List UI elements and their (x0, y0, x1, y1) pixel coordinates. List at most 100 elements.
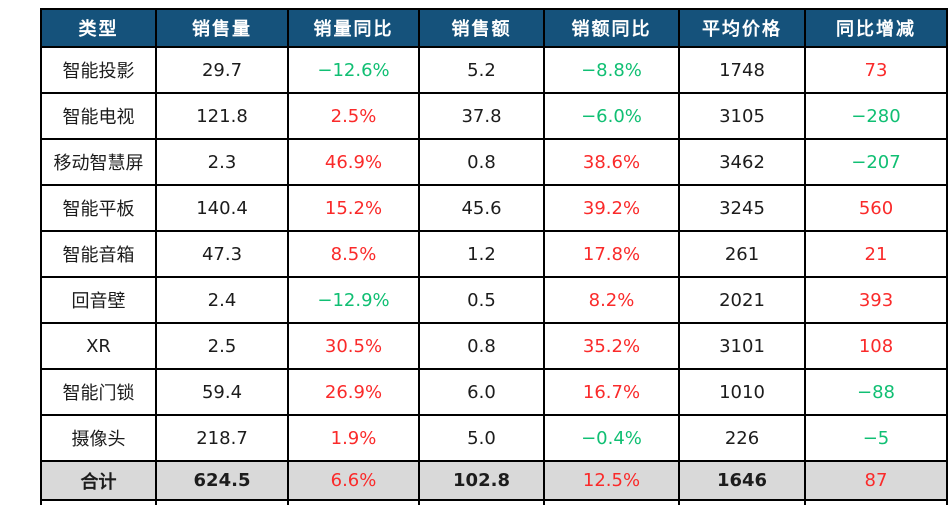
cell-avg-price: 1010 (678, 368, 806, 416)
cell-sales-amount: 45.6 (418, 184, 545, 232)
cell-amount-yoy: 35.2% (543, 322, 680, 370)
cell-yoy-change: 393 (804, 276, 948, 324)
cell-volume-yoy: 15.2% (287, 184, 420, 232)
cell-sales-volume: 624.5 (155, 460, 289, 501)
cell-volume-yoy: 1.9% (287, 414, 420, 462)
table-row: 智能门锁 59.4 26.9% 6.0 16.7% 1010 −88 (40, 368, 948, 416)
cell-yoy-change: 87 (804, 460, 948, 501)
cell-volume-yoy: 6.6% (287, 460, 420, 501)
cell-amount-yoy: −8.8% (543, 46, 680, 94)
cell-type: 智能电视 (40, 92, 157, 140)
table-row: 智能音箱 47.3 8.5% 1.2 17.8% 261 21 (40, 230, 948, 278)
header-row: 类型 销售量 销量同比 销售额 销额同比 平均价格 同比增减 (40, 8, 948, 48)
cell-type: 智能投影 (40, 46, 157, 94)
cell-amount-yoy: −0.4% (543, 414, 680, 462)
cell-yoy-change: 108 (804, 322, 948, 370)
empty-cell (678, 499, 806, 505)
cell-yoy-change: 21 (804, 230, 948, 278)
cell-sales-amount: 37.8 (418, 92, 545, 140)
cell-avg-price: 226 (678, 414, 806, 462)
total-row: 合计 624.5 6.6% 102.8 12.5% 1646 87 (40, 460, 948, 501)
cell-type: 合计 (40, 460, 157, 501)
cell-avg-price: 1646 (678, 460, 806, 501)
cell-type: 智能音箱 (40, 230, 157, 278)
column-header-sales-volume: 销售量 (155, 8, 289, 48)
column-header-type: 类型 (40, 8, 157, 48)
clipped-row (40, 499, 948, 505)
cell-avg-price: 1748 (678, 46, 806, 94)
cell-amount-yoy: 38.6% (543, 138, 680, 186)
cell-sales-amount: 5.0 (418, 414, 545, 462)
cell-sales-amount: 0.8 (418, 322, 545, 370)
cell-sales-volume: 2.5 (155, 322, 289, 370)
table-row: XR 2.5 30.5% 0.8 35.2% 3101 108 (40, 322, 948, 370)
cell-type: 智能平板 (40, 184, 157, 232)
cell-volume-yoy: 46.9% (287, 138, 420, 186)
cell-sales-amount: 5.2 (418, 46, 545, 94)
cell-sales-amount: 0.8 (418, 138, 545, 186)
table-row: 智能投影 29.7 −12.6% 5.2 −8.8% 1748 73 (40, 46, 948, 94)
column-header-avg-price: 平均价格 (678, 8, 806, 48)
cell-sales-volume: 2.3 (155, 138, 289, 186)
cell-avg-price: 3245 (678, 184, 806, 232)
cell-amount-yoy: 8.2% (543, 276, 680, 324)
empty-cell (543, 499, 680, 505)
empty-cell (418, 499, 545, 505)
cell-yoy-change: 560 (804, 184, 948, 232)
column-header-yoy-change: 同比增减 (804, 8, 948, 48)
cell-yoy-change: 73 (804, 46, 948, 94)
cell-yoy-change: −280 (804, 92, 948, 140)
cell-sales-amount: 102.8 (418, 460, 545, 501)
empty-cell (40, 499, 157, 505)
column-header-amount-yoy: 销额同比 (543, 8, 680, 48)
cell-amount-yoy: 39.2% (543, 184, 680, 232)
cell-avg-price: 3101 (678, 322, 806, 370)
clipped-bottom-row (40, 499, 948, 505)
cell-sales-amount: 0.5 (418, 276, 545, 324)
cell-volume-yoy: −12.6% (287, 46, 420, 94)
cell-sales-amount: 1.2 (418, 230, 545, 278)
table-row: 回音壁 2.4 −12.9% 0.5 8.2% 2021 393 (40, 276, 948, 324)
cell-volume-yoy: 2.5% (287, 92, 420, 140)
empty-cell (155, 499, 289, 505)
column-header-sales-amount: 销售额 (418, 8, 545, 48)
cell-sales-volume: 2.4 (155, 276, 289, 324)
cell-volume-yoy: 30.5% (287, 322, 420, 370)
cell-avg-price: 3462 (678, 138, 806, 186)
cell-volume-yoy: −12.9% (287, 276, 420, 324)
cell-sales-volume: 218.7 (155, 414, 289, 462)
cell-yoy-change: −88 (804, 368, 948, 416)
cell-volume-yoy: 26.9% (287, 368, 420, 416)
cell-type: XR (40, 322, 157, 370)
table-row: 摄像头 218.7 1.9% 5.0 −0.4% 226 −5 (40, 414, 948, 462)
cell-avg-price: 3105 (678, 92, 806, 140)
column-header-volume-yoy: 销量同比 (287, 8, 420, 48)
table-body: 智能投影 29.7 −12.6% 5.2 −8.8% 1748 73 智能电视 121.8 2.5… (40, 46, 948, 501)
cell-yoy-change: −207 (804, 138, 948, 186)
cell-type: 移动智慧屏 (40, 138, 157, 186)
cell-avg-price: 2021 (678, 276, 806, 324)
cell-volume-yoy: 8.5% (287, 230, 420, 278)
table-row: 移动智慧屏 2.3 46.9% 0.8 38.6% 3462 −207 (40, 138, 948, 186)
cell-amount-yoy: 16.7% (543, 368, 680, 416)
cell-type: 智能门锁 (40, 368, 157, 416)
cell-amount-yoy: −6.0% (543, 92, 680, 140)
empty-cell (287, 499, 420, 505)
cell-avg-price: 261 (678, 230, 806, 278)
cell-sales-volume: 140.4 (155, 184, 289, 232)
cell-amount-yoy: 12.5% (543, 460, 680, 501)
cell-yoy-change: −5 (804, 414, 948, 462)
cell-sales-volume: 59.4 (155, 368, 289, 416)
empty-cell (804, 499, 948, 505)
sales-data-table: 类型 销售量 销量同比 销售额 销额同比 平均价格 同比增减 智能投影 29.7−… (40, 8, 948, 505)
table-row: 智能电视 121.8 2.5% 37.8 −6.0% 3105 −280 (40, 92, 948, 140)
cell-sales-volume: 47.3 (155, 230, 289, 278)
cell-type: 摄像头 (40, 414, 157, 462)
cell-sales-volume: 29.7 (155, 46, 289, 94)
cell-sales-amount: 6.0 (418, 368, 545, 416)
cell-type: 回音壁 (40, 276, 157, 324)
table-row: 智能平板 140.4 15.2% 45.6 39.2% 3245 560 (40, 184, 948, 232)
cell-sales-volume: 121.8 (155, 92, 289, 140)
cell-amount-yoy: 17.8% (543, 230, 680, 278)
